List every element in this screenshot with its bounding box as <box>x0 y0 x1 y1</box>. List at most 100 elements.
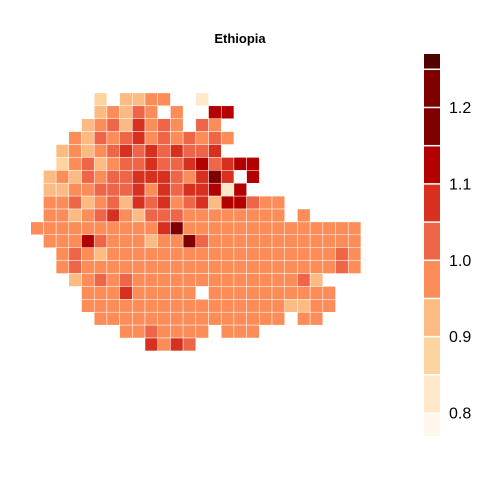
map-cell <box>132 208 146 223</box>
map-cell <box>220 157 235 171</box>
map-cell <box>233 195 247 210</box>
map-cell <box>322 260 336 274</box>
legend-tick-labels: 0.8 0.9 1.0 1.1 1.2 <box>449 100 471 423</box>
map-cell <box>195 92 209 107</box>
map-cell <box>93 105 108 120</box>
map-cell <box>170 286 184 300</box>
map-cell <box>347 234 362 249</box>
map-cell <box>119 234 133 249</box>
map-cell <box>55 195 70 210</box>
map-cell <box>208 182 222 197</box>
map-cell <box>157 144 171 158</box>
map-cell <box>157 286 171 300</box>
map-cell <box>220 182 235 197</box>
map-cell <box>220 247 235 261</box>
map-cell <box>208 247 222 261</box>
map-cell <box>170 324 184 339</box>
map-cell <box>284 221 298 236</box>
map-cell <box>144 131 158 145</box>
map-cell <box>132 105 146 120</box>
map-cell <box>208 234 222 249</box>
map-cell <box>157 221 171 236</box>
map-cell <box>106 299 120 313</box>
map-cell <box>259 195 273 210</box>
map-cell <box>208 131 222 145</box>
map-cell <box>195 299 209 313</box>
map-cell <box>55 170 70 184</box>
legend-tick-label: 1.0 <box>449 253 471 270</box>
map-cell <box>195 311 209 326</box>
map-cell <box>170 105 184 120</box>
map-cell <box>68 144 82 158</box>
map-cell <box>144 311 158 326</box>
map-cell <box>233 286 247 300</box>
map-cell <box>208 157 222 171</box>
map-cell <box>347 247 362 261</box>
map-cell <box>182 337 197 352</box>
map-cell <box>208 208 222 223</box>
map-cell <box>182 247 197 261</box>
map-cell <box>157 208 171 223</box>
map-cell <box>106 131 120 145</box>
map-cell <box>106 157 120 171</box>
map-cell <box>93 170 108 184</box>
map-cell <box>297 234 311 249</box>
map-cell <box>157 234 171 249</box>
map-cell <box>297 208 311 223</box>
map-cell <box>284 273 298 287</box>
map-cell <box>322 286 336 300</box>
map-cell <box>309 247 324 261</box>
map-cell <box>208 311 222 326</box>
map-cell <box>170 144 184 158</box>
map-cell <box>208 105 222 120</box>
map-title: Ethiopia <box>214 31 266 46</box>
map-cell <box>259 260 273 274</box>
map-cell <box>322 247 336 261</box>
map-cell <box>106 144 120 158</box>
map-cell <box>246 311 260 326</box>
map-cell <box>195 157 209 171</box>
map-cell <box>259 221 273 236</box>
map-cell <box>170 311 184 326</box>
map-cell <box>93 299 108 313</box>
map-cell <box>93 286 108 300</box>
map-cell <box>208 273 222 287</box>
map-cell <box>208 260 222 274</box>
map-cell <box>170 234 184 249</box>
map-cell <box>144 182 158 197</box>
map-cell <box>119 195 133 210</box>
map-cell <box>220 286 235 300</box>
map-cell <box>259 286 273 300</box>
map-cell <box>259 299 273 313</box>
map-cell <box>81 182 95 197</box>
map-cell <box>182 182 197 197</box>
map-cell <box>284 247 298 261</box>
map-cell <box>132 144 146 158</box>
map-cell <box>106 311 120 326</box>
map-cell <box>271 260 285 274</box>
map-cell <box>68 260 82 274</box>
map-cell <box>93 131 108 145</box>
map-cell <box>335 260 349 274</box>
map-cell <box>81 208 95 223</box>
map-cell <box>195 324 209 339</box>
map-cell <box>144 92 158 107</box>
map-cell <box>144 337 158 352</box>
map-cell <box>144 195 158 210</box>
map-cell <box>309 286 324 300</box>
map-cell <box>220 260 235 274</box>
map-cell <box>195 260 209 274</box>
map-cell <box>271 247 285 261</box>
legend-bin <box>424 260 440 299</box>
map-cell <box>106 234 120 249</box>
map-cell <box>106 273 120 287</box>
map-cell <box>170 260 184 274</box>
map-cell <box>144 260 158 274</box>
map-cell <box>144 221 158 236</box>
map-cell <box>119 324 133 339</box>
map-cell <box>182 299 197 313</box>
map-cell <box>81 286 95 300</box>
map-cell <box>297 299 311 313</box>
map-cell <box>233 208 247 223</box>
map-cell <box>182 324 197 339</box>
